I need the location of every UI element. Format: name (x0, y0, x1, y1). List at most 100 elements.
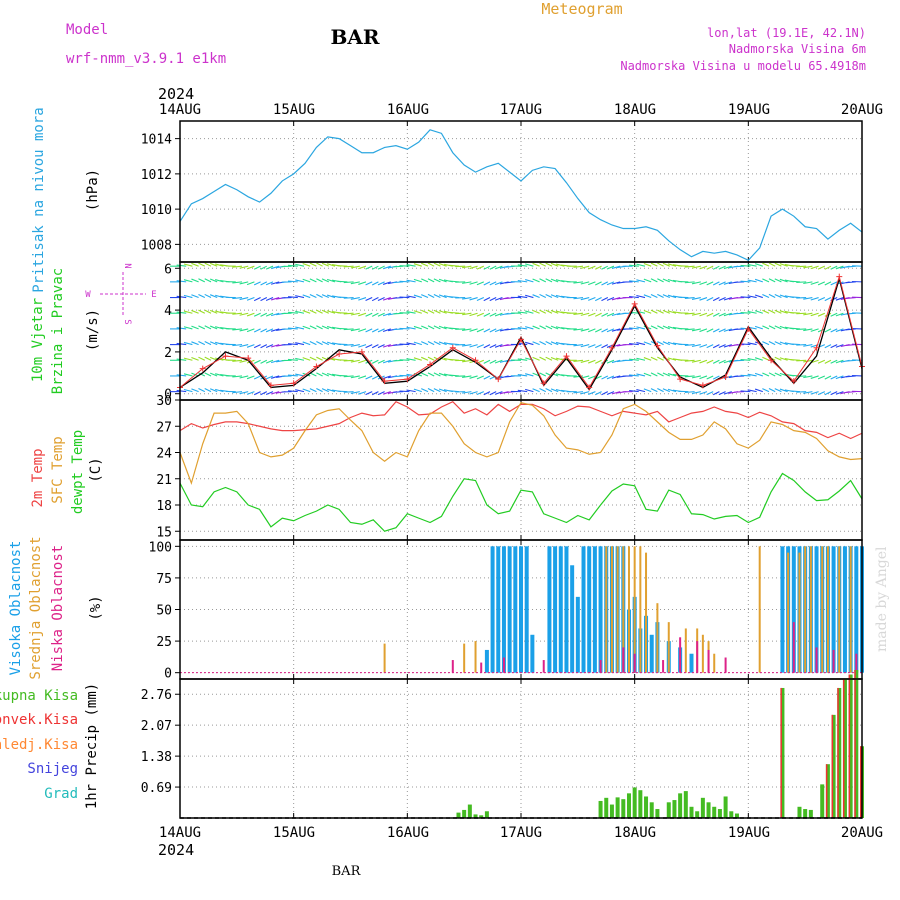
wind-arrow (532, 341, 540, 346)
pressure-y-tick-label: 1012 (141, 168, 172, 183)
wind-arrow (287, 264, 298, 267)
mid_cloud-bar (645, 552, 648, 673)
wind-gust-marker (699, 382, 706, 389)
wind-arrow (550, 356, 559, 361)
wind-arrow (539, 340, 547, 346)
total-rain-bar (825, 764, 830, 818)
wind-arrow (824, 375, 832, 380)
wind-arrow (835, 312, 844, 317)
wind-arrow (438, 325, 447, 330)
wind-arrow (606, 391, 615, 395)
wind-arrow (215, 373, 224, 377)
total-rain-bar (666, 802, 671, 818)
wind-arrow (191, 388, 199, 393)
wind-arrow (762, 341, 770, 346)
wind-arrow (555, 263, 565, 267)
wind-arrow (667, 278, 677, 283)
wind-arrow (768, 325, 776, 330)
cloud-y-tick-label: 25 (156, 635, 172, 650)
wind-arrow (803, 297, 813, 300)
wind-arrow (204, 293, 212, 299)
wind-arrow (734, 312, 745, 315)
wind-arrow (588, 265, 596, 270)
wind-arrow (302, 294, 311, 299)
wind-arrow (525, 279, 534, 283)
wind-arrow (545, 262, 553, 267)
wind-arrow (817, 359, 826, 364)
low_cloud-bar (855, 653, 858, 673)
wind-arrow (183, 357, 193, 361)
wind-arrow (662, 388, 671, 393)
wind-arrow (321, 262, 330, 267)
top-date-tick: 14AUG (159, 102, 201, 118)
wind-arrow (691, 312, 701, 316)
wind-arrow (580, 344, 590, 348)
wind-arrow (302, 388, 311, 393)
wind-arrow (253, 391, 261, 396)
wind-arrow (657, 388, 664, 393)
wind-arrow (754, 357, 763, 361)
wind-arrow (691, 391, 701, 395)
wind-arrow (382, 312, 391, 317)
total-rain-bar (808, 809, 813, 818)
wind-arrow (657, 340, 664, 346)
wind-arrow (691, 281, 701, 285)
wind-arrow (606, 281, 615, 286)
wind-arrow (723, 297, 732, 301)
wind-arrow (718, 391, 726, 396)
wind-arrow (555, 341, 565, 346)
high_cloud-bar (553, 546, 558, 673)
wind-arrow (321, 325, 330, 330)
wind-arrow (260, 297, 268, 302)
station-title: BAR (330, 25, 379, 49)
wind-arrow (302, 372, 311, 377)
wind-arrow (232, 281, 243, 284)
wind-arrow (810, 265, 819, 270)
wind-arrow (588, 312, 596, 317)
wind-arrow (611, 375, 621, 379)
wind-arrow (796, 359, 807, 362)
wind-arrow (532, 388, 540, 393)
wind-arrow (580, 359, 590, 363)
wind-arrow (835, 297, 844, 301)
wind-arrow (337, 390, 348, 393)
wind-arrow (271, 281, 280, 285)
compass-w-label: W (85, 290, 91, 300)
wind-arrow (371, 359, 379, 364)
wind-arrow (302, 310, 311, 314)
wind-arrow (438, 263, 447, 267)
wind-arrow (191, 294, 199, 299)
wind-arrow (204, 340, 212, 346)
wind-arrow (580, 391, 590, 395)
wind-arrow (209, 388, 218, 393)
wind-gust-marker (472, 357, 479, 364)
wind-arrow (406, 295, 416, 299)
wind-arrow (399, 343, 410, 346)
total-rain-bar (672, 800, 677, 818)
wind-arrow (204, 309, 212, 314)
wind-arrow (706, 375, 714, 380)
wind-arrow (747, 263, 757, 267)
mid_cloud-bar (849, 546, 852, 673)
high_cloud-bar (507, 546, 512, 673)
wind-arrow (517, 264, 528, 267)
wind-arrow (817, 391, 826, 396)
wind-arrow (476, 312, 485, 317)
wind-arrow (176, 295, 187, 299)
wind-arrow (573, 328, 584, 331)
wind-arrow (489, 328, 497, 333)
wind-arrow (438, 357, 447, 361)
mid_cloud-bar (616, 546, 619, 673)
wind-arrow (377, 391, 385, 396)
wind-arrow (246, 328, 255, 333)
total-rain-bar (831, 714, 836, 818)
wind-gust-marker (608, 344, 615, 351)
wind-arrow (343, 296, 354, 299)
wind-arrow (365, 297, 373, 302)
low_cloud-bar (815, 647, 818, 673)
wind-arrow (606, 328, 615, 333)
wind-arrow (399, 374, 410, 377)
wind-arrow (803, 328, 813, 332)
cloud-y-tick-label: 75 (156, 572, 172, 587)
